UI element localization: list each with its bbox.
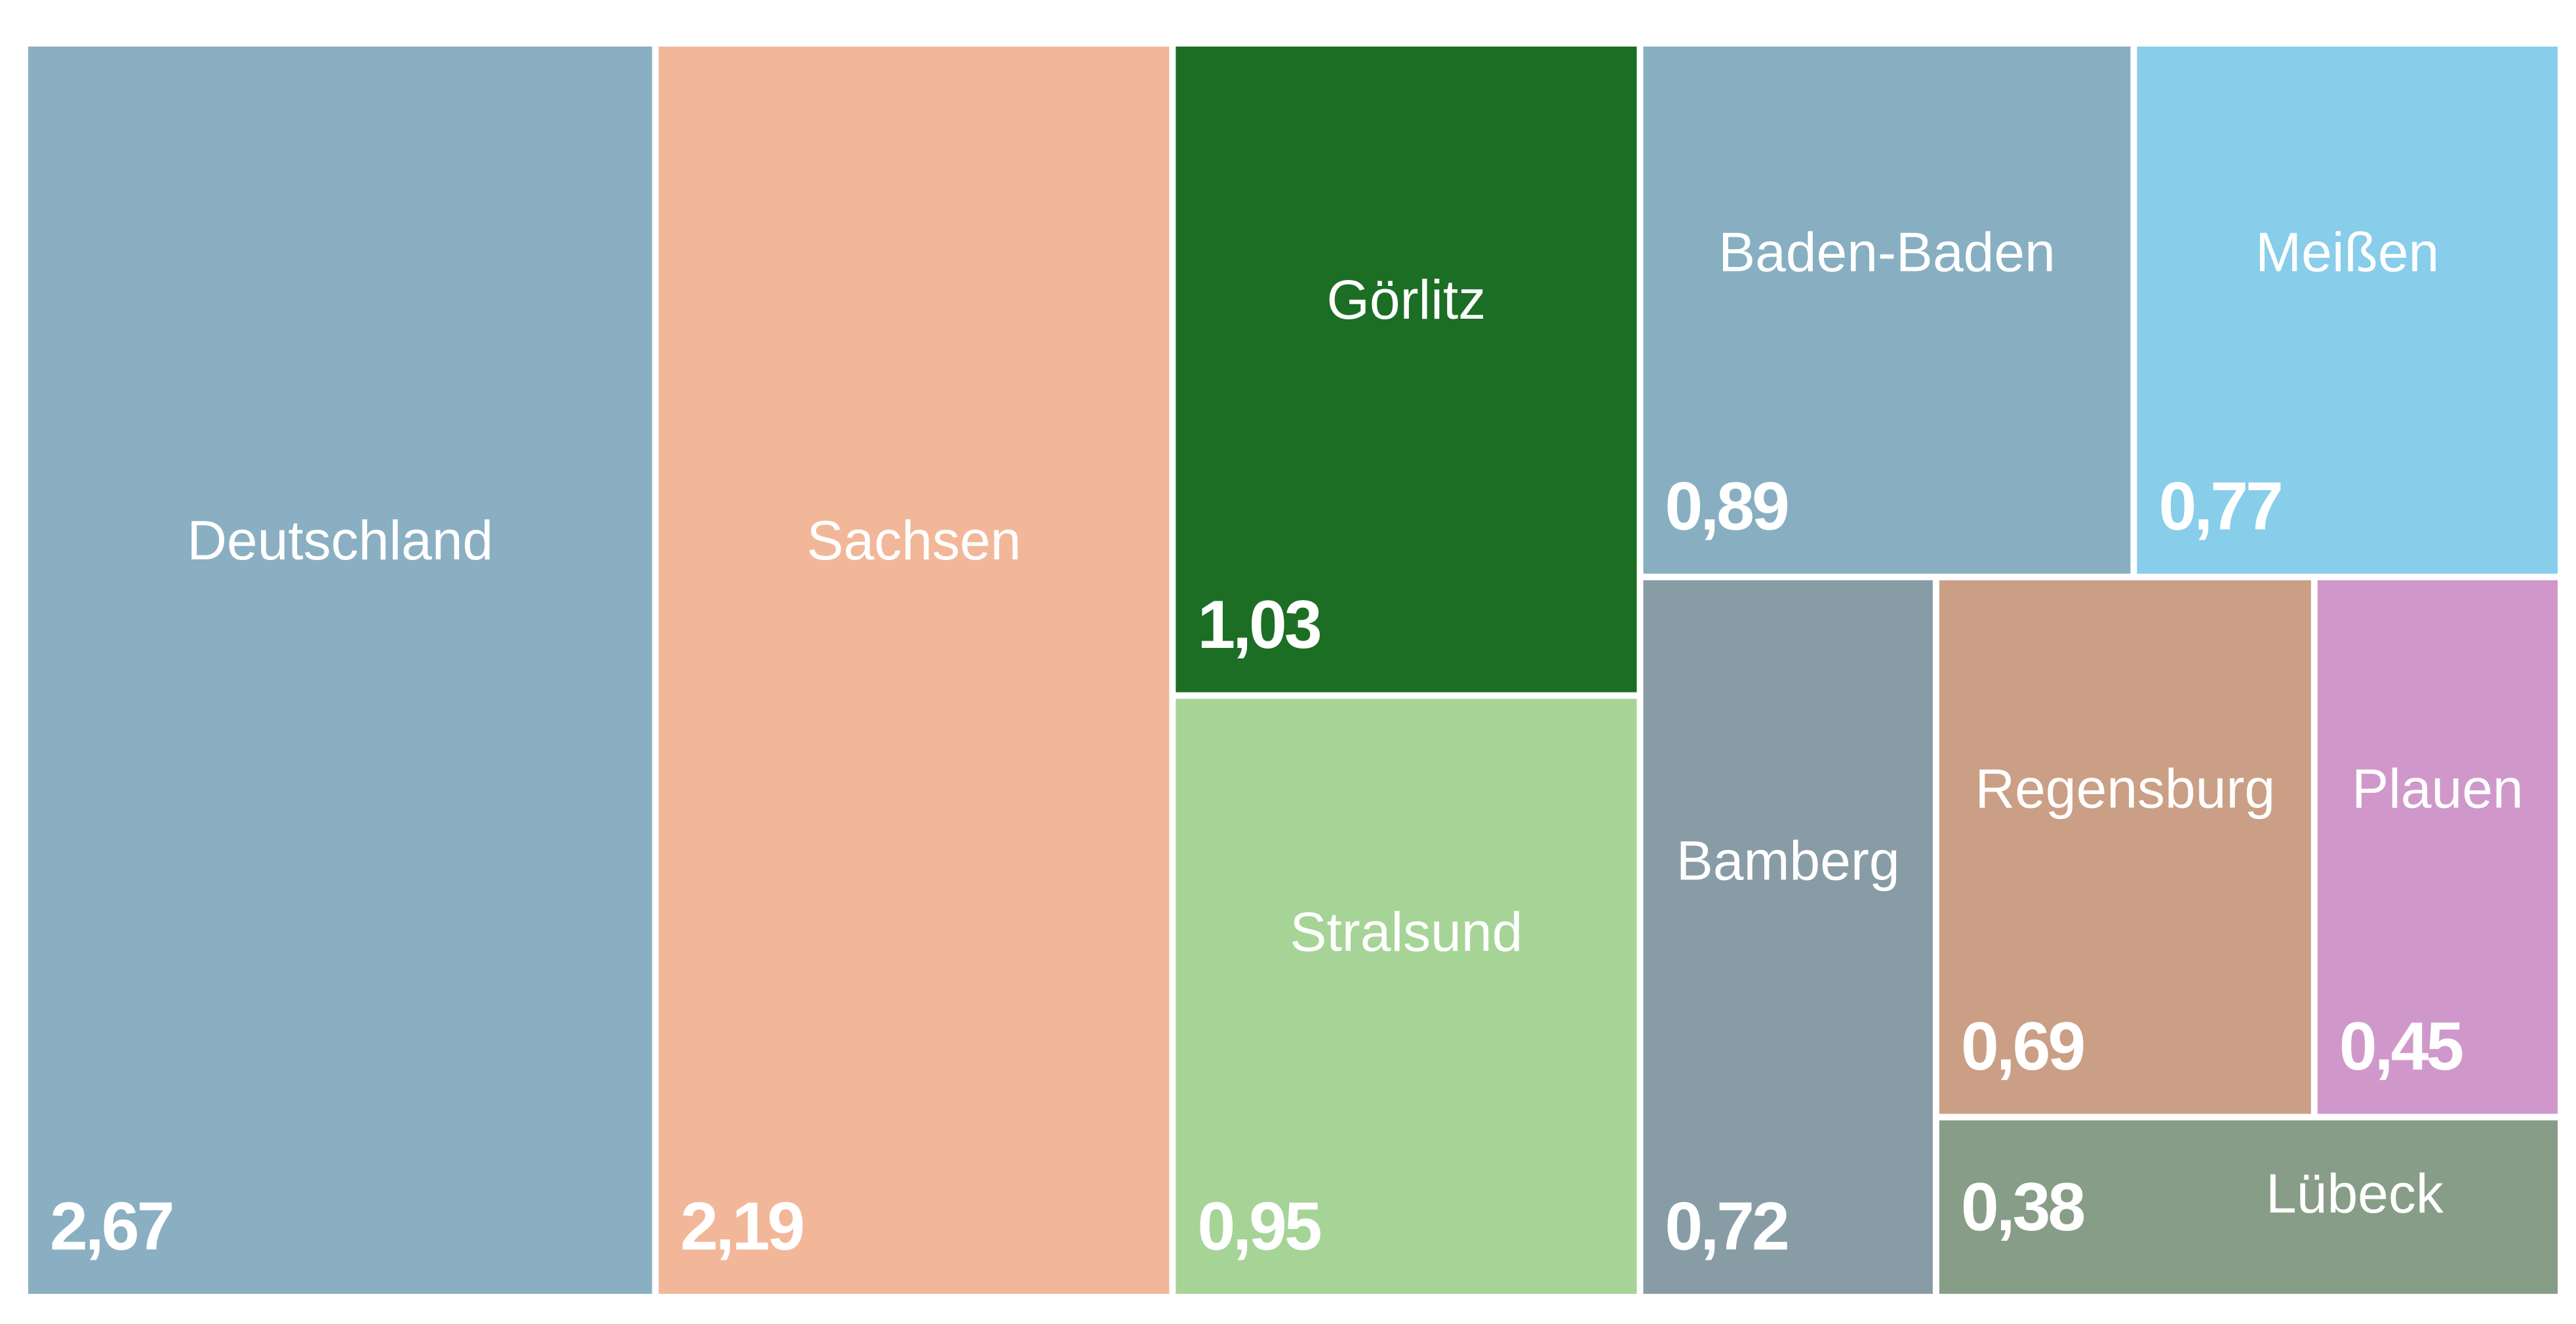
- tile: [2317, 580, 2558, 1114]
- tile: [1176, 698, 1637, 1294]
- tile-name: Deutschland: [187, 510, 493, 571]
- tile-value: 0,89: [1665, 468, 1787, 544]
- tile-value: 0,72: [1665, 1188, 1787, 1264]
- tile-name: Sachsen: [807, 510, 1021, 571]
- tile-name: Lübeck: [2266, 1163, 2444, 1224]
- tile: [1643, 47, 2131, 574]
- tile-name: Bamberg: [1676, 830, 1900, 891]
- tile-value: 0,45: [2339, 1009, 2463, 1085]
- tile-name: Regensburg: [1975, 757, 2276, 819]
- tile: [658, 47, 1170, 1294]
- tile-name: Plauen: [2352, 757, 2524, 819]
- tile-name: Baden-Baden: [1718, 222, 2055, 283]
- tile-value: 2,19: [681, 1188, 803, 1264]
- tile-name: Görlitz: [1327, 269, 1486, 331]
- tile-value: 0,77: [2158, 468, 2281, 544]
- tile-value: 2,67: [50, 1188, 172, 1264]
- tile: [1176, 47, 1637, 692]
- tile-value: 0,38: [1961, 1169, 2084, 1245]
- tile: [2137, 47, 2558, 574]
- tile: [28, 47, 652, 1294]
- tile-value: 1,03: [1197, 587, 1320, 663]
- tile: [1643, 580, 1933, 1294]
- tile: [1939, 580, 2311, 1114]
- tile-value: 0,69: [1961, 1009, 2084, 1085]
- tile-name: Meißen: [2255, 222, 2439, 283]
- tile-value: 0,95: [1197, 1188, 1320, 1264]
- tile: [1939, 1120, 2558, 1294]
- tile-name: Stralsund: [1290, 901, 1522, 963]
